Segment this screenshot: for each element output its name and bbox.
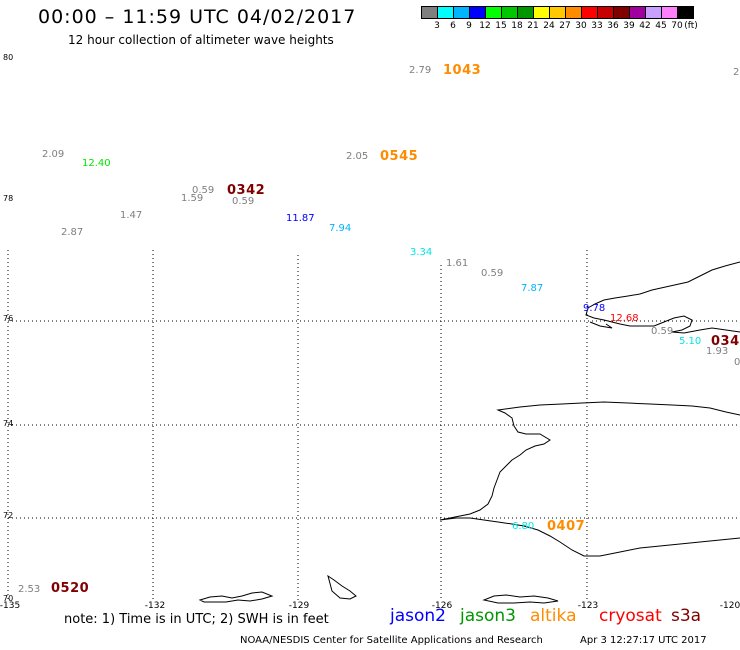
obs-time: 0545 xyxy=(380,149,419,164)
y-label-78: 78 xyxy=(3,194,14,203)
x-label-129: -129 xyxy=(288,601,310,611)
coastline xyxy=(198,261,740,604)
obs-swh: 12.68 xyxy=(610,313,639,324)
coastline-islet xyxy=(589,321,613,329)
color-scale-label: 33 xyxy=(591,21,603,31)
obs-swh: 0.59 xyxy=(232,196,255,207)
obs-time: 034 xyxy=(711,334,740,349)
y-label-74: 74 xyxy=(3,419,14,428)
obs-time: 0342 xyxy=(227,183,266,198)
color-scale-label: 9 xyxy=(466,21,472,31)
legend-s3a: s3a xyxy=(671,606,702,626)
legend-jason3: jason3 xyxy=(460,606,516,626)
obs-swh: 1.59 xyxy=(181,193,204,204)
x-label-120: -120 xyxy=(719,601,740,611)
obs-swh: 5.10 xyxy=(679,336,702,347)
color-scale-label: 15 xyxy=(495,21,507,31)
color-scale-label: 21 xyxy=(527,21,539,31)
x-label-126: -126 xyxy=(431,601,453,611)
obs-time: 0407 xyxy=(547,519,586,534)
color-scale: 3 6 9 12 15 18 21 24 27 30 33 36 39 42 45 70 (ft) xyxy=(421,6,698,33)
y-label-76: 76 xyxy=(3,314,14,323)
obs-swh: 0 xyxy=(734,357,740,368)
obs-swh: 0.59 xyxy=(481,268,504,279)
obs-swh: 2.53 xyxy=(18,584,41,595)
coastline-island-herschel xyxy=(327,574,357,600)
obs-time: 1043 xyxy=(443,63,482,78)
coastline-island-east xyxy=(482,594,559,604)
y-label-72: 72 xyxy=(3,511,14,520)
obs-swh: 9.78 xyxy=(583,303,606,314)
coastline-banks-island xyxy=(585,261,740,334)
color-scale-label: 45 xyxy=(655,21,667,31)
color-scale-label: 12 xyxy=(479,21,491,31)
obs-swh: 2.79 xyxy=(409,65,432,76)
color-scale-label: 3 xyxy=(434,21,440,31)
grid-lines xyxy=(7,250,740,600)
obs-swh: 0.59 xyxy=(651,326,674,337)
footer-timestamp: Apr 3 12:27:17 UTC 2017 xyxy=(580,635,707,646)
obs-swh: 6.80 xyxy=(512,521,535,532)
color-scale-label: 42 xyxy=(639,21,651,31)
color-scale-labels: 3 6 9 12 15 18 21 24 27 30 33 36 39 42 45 70 (ft) xyxy=(421,19,698,33)
obs-swh: 2.87 xyxy=(61,227,84,238)
page-title: 00:00 – 11:59 UTC 04/02/2017 xyxy=(38,6,357,28)
obs-time: 0520 xyxy=(51,581,90,596)
y-label-80: 80 xyxy=(3,53,14,62)
legend-note: note: 1) Time is in UTC; 2) SWH is in fe… xyxy=(64,612,329,627)
obs-swh: 1.47 xyxy=(120,210,143,221)
obs-swh: 12.40 xyxy=(82,158,111,169)
obs-swh: 7.94 xyxy=(329,223,352,234)
obs-swh: 2.05 xyxy=(346,151,369,162)
color-scale-label: 39 xyxy=(623,21,635,31)
x-label-132: -132 xyxy=(144,601,166,611)
obs-swh: 1.93 xyxy=(706,346,729,357)
color-scale-label: 18 xyxy=(511,21,523,31)
color-scale-swatch xyxy=(677,6,694,19)
x-label-123: -123 xyxy=(577,601,599,611)
color-scale-label: 27 xyxy=(559,21,571,31)
x-label-135: -135 xyxy=(0,601,21,611)
legend-jason2: jason2 xyxy=(390,606,446,626)
color-scale-swatches xyxy=(421,6,694,19)
obs-swh: 2 xyxy=(733,67,740,78)
coastline-mainland xyxy=(439,401,740,557)
footer-credit: NOAA/NESDIS Center for Satellite Applica… xyxy=(240,635,543,646)
color-scale-label: 6 xyxy=(450,21,456,31)
page-subtitle: 12 hour collection of altimeter wave hei… xyxy=(68,33,334,47)
color-scale-label: 24 xyxy=(543,21,555,31)
color-scale-label: 70 xyxy=(671,21,683,31)
color-scale-label: 30 xyxy=(575,21,587,31)
coastline-island-west xyxy=(198,591,274,603)
color-scale-label: 36 xyxy=(607,21,619,31)
obs-swh: 0.59 xyxy=(192,185,215,196)
obs-swh: 3.34 xyxy=(410,247,433,258)
color-scale-unit: (ft) xyxy=(684,21,698,31)
y-label-70: 70 xyxy=(3,594,14,603)
obs-swh: 11.87 xyxy=(286,213,315,224)
legend-altika: altika xyxy=(530,606,577,626)
obs-swh: 7.87 xyxy=(521,283,544,294)
obs-swh: 1.61 xyxy=(446,258,469,269)
obs-swh: 2.09 xyxy=(42,149,65,160)
legend-cryosat: cryosat xyxy=(599,606,662,626)
